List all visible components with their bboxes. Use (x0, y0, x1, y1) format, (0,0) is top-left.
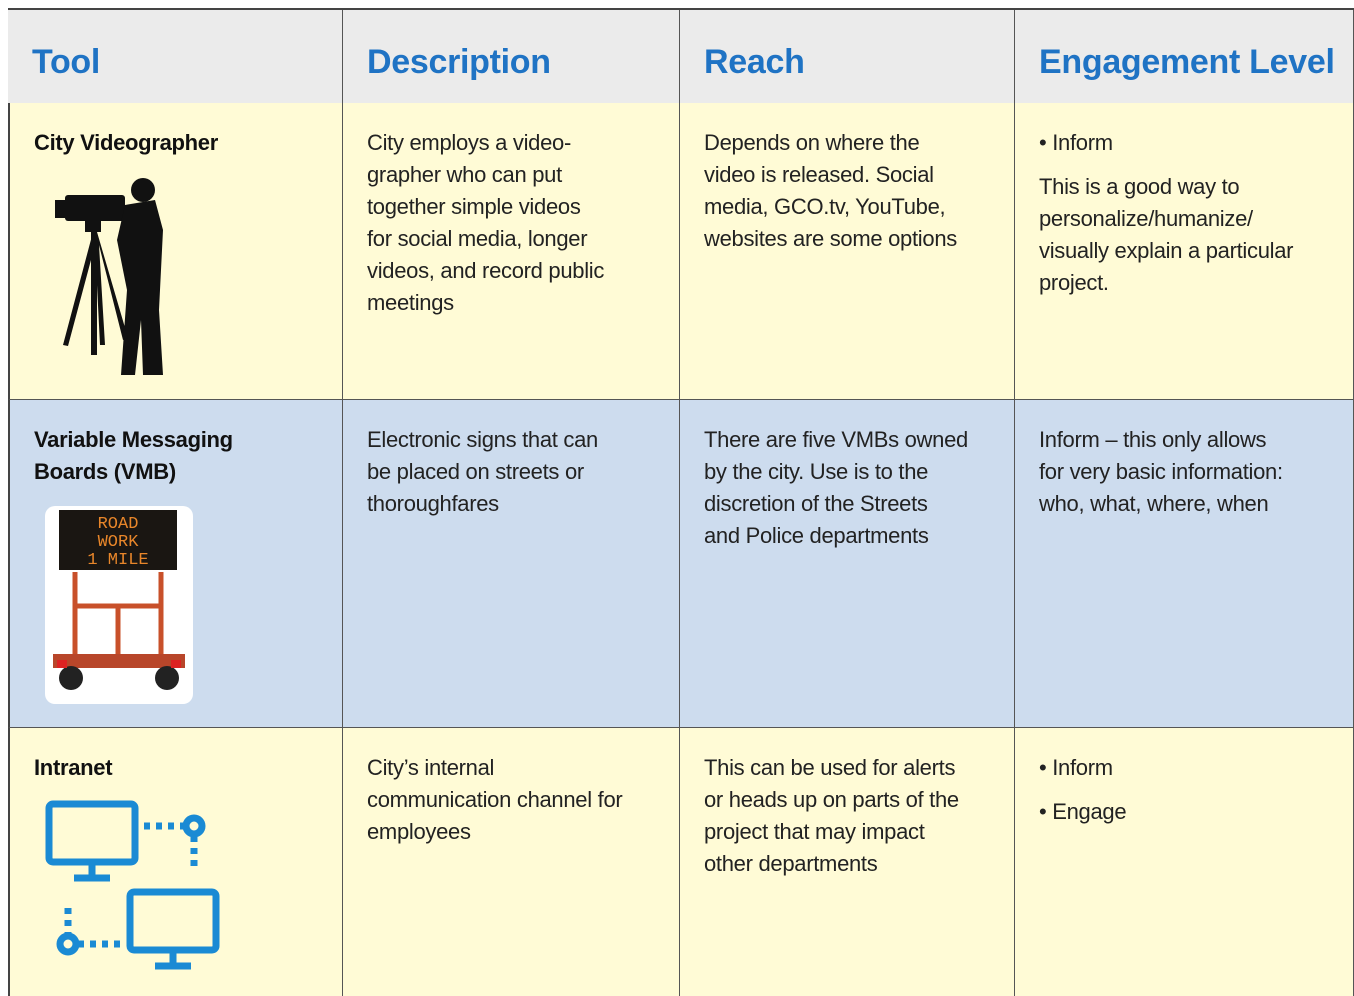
text-line: Electronic signs that can (367, 427, 598, 452)
sign-text: 1 MILE (87, 551, 148, 570)
text-line: together simple videos (367, 194, 581, 219)
text-line: grapher who can put (367, 162, 562, 187)
text-line: or heads up on parts of the (704, 787, 959, 812)
reach-cell: Depends on where the video is released. S… (680, 103, 1015, 400)
text-line: discretion of the Streets (704, 491, 928, 516)
text-line: This can be used for alerts (704, 755, 956, 780)
text-line: Intranet (34, 755, 113, 780)
text-line: visually explain a particular (1039, 238, 1294, 263)
header-cell: Reach (680, 10, 1015, 105)
text-line: other departments (704, 851, 878, 876)
text-line: City’s internal (367, 755, 495, 780)
paragraph: This is a good way to personalize/humaniz… (1039, 171, 1353, 299)
text-line: employees (367, 819, 471, 844)
sign-text: ROAD (98, 515, 139, 534)
text-line: personalize/humanize/ (1039, 206, 1253, 231)
engagement-cell: • Inform This is a good way to personalize… (1015, 103, 1354, 400)
text-line: for social media, longer (367, 226, 588, 251)
header-cell: Description (343, 10, 680, 105)
text-line: This is a good way to (1039, 174, 1240, 199)
text-line: • Engage (1039, 799, 1127, 824)
text-line: Inform – this only allows (1039, 427, 1267, 452)
text-line: thoroughfares (367, 491, 499, 516)
text-line: by the city. Use is to the (704, 459, 929, 484)
videographer-icon (55, 178, 163, 375)
description-cell: City’s internal communication channel for… (343, 728, 680, 996)
header-cell: Engagement Level (1015, 10, 1354, 105)
engagement-cell: Inform – this only allows for very basic … (1015, 400, 1354, 728)
reach-cell: This can be used for alerts or heads up o… (680, 728, 1015, 996)
sign-text: WORK (98, 533, 140, 552)
paragraph: • Engage (1039, 796, 1353, 828)
header-text: Engagement Level (1039, 43, 1335, 81)
text-line: There are five VMBs owned (704, 427, 968, 452)
text-line: for very basic information: (1039, 459, 1283, 484)
reach-cell: There are five VMBs owned by the city. Us… (680, 400, 1015, 728)
text-line: Boards (VMB) (34, 459, 176, 484)
text-line: City employs a video- (367, 130, 572, 155)
text-line: and Police departments (704, 523, 929, 548)
text-line: videos, and record public (367, 258, 605, 283)
text-line: • Inform (1039, 130, 1113, 155)
text-line: project that may impact (704, 819, 925, 844)
paragraph: Inform – this only allows for very basic … (1039, 424, 1353, 520)
header-text: Tool (32, 43, 101, 81)
text-line: communication channel for (367, 787, 623, 812)
text-line: project. (1039, 270, 1109, 295)
text-line: Depends on where the (704, 130, 920, 155)
description-cell: Electronic signs that can be placed on st… (343, 400, 680, 728)
intranet-icon (45, 800, 220, 970)
header-text: Description (367, 43, 551, 81)
paragraph: • Inform (1039, 752, 1353, 784)
text-line: websites are some options (704, 226, 957, 251)
engagement-cell: • Inform • Engage (1015, 728, 1354, 996)
description-cell: City employs a video-grapher who can put… (343, 103, 680, 400)
text-line: City Videographer (34, 130, 218, 155)
paragraph: • Inform (1039, 127, 1353, 159)
text-line: • Inform (1039, 755, 1113, 780)
text-line: video is released. Social (704, 162, 934, 187)
text-line: be placed on streets or (367, 459, 584, 484)
text-line: media, GCO.tv, YouTube, (704, 194, 946, 219)
tool-cell: City Videographer (8, 103, 343, 400)
text-line: meetings (367, 290, 454, 315)
text-line: Variable Messaging (34, 427, 233, 452)
header-text: Reach (704, 43, 805, 81)
top-border (8, 8, 1354, 10)
header-cell: Tool (8, 10, 343, 105)
text-line: who, what, where, when (1039, 491, 1269, 516)
